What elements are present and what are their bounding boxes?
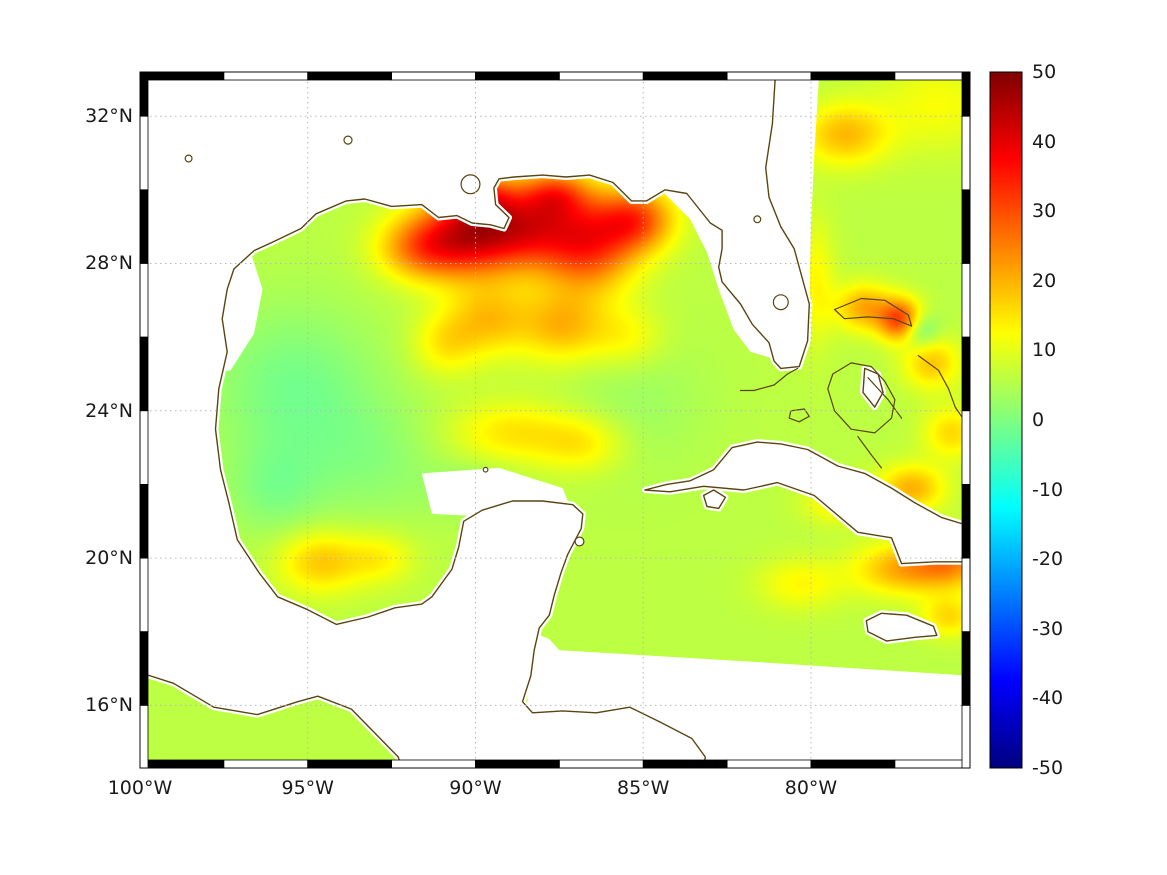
colorbar-tick-label: -10 bbox=[1032, 478, 1064, 501]
colorbar-tick-label: 20 bbox=[1032, 269, 1057, 292]
y-tick-label: 16°N bbox=[85, 694, 133, 717]
x-tick-label: 80°W bbox=[784, 777, 838, 799]
colorbar-tick-label: 50 bbox=[1032, 61, 1057, 83]
colorbar-tick-label: 40 bbox=[1032, 130, 1057, 153]
y-tick-label: 24°N bbox=[85, 399, 133, 422]
y-tick-label: 28°N bbox=[85, 252, 133, 275]
colorbar-tick-label: 0 bbox=[1032, 409, 1045, 431]
colorbar-gradient bbox=[990, 72, 1022, 768]
colorbar-tick-label: -20 bbox=[1032, 548, 1064, 571]
x-tick-label: 95°W bbox=[281, 777, 334, 799]
colorbar-tick-label: 10 bbox=[1032, 339, 1057, 362]
colorbar-tick-label: -30 bbox=[1032, 617, 1064, 640]
y-tick-label: 32°N bbox=[85, 105, 133, 128]
heatmap-canvas bbox=[140, 72, 970, 768]
colorbar-tick-label: -50 bbox=[1032, 757, 1064, 779]
colorbar-tick-label: -40 bbox=[1032, 687, 1064, 710]
x-tick-label: 90°W bbox=[449, 777, 502, 799]
x-tick-label: 85°W bbox=[616, 777, 670, 799]
colorbar-tick-label: 30 bbox=[1032, 200, 1057, 223]
y-tick-label: 20°N bbox=[85, 547, 133, 570]
x-tick-label: 100°W bbox=[107, 777, 173, 799]
